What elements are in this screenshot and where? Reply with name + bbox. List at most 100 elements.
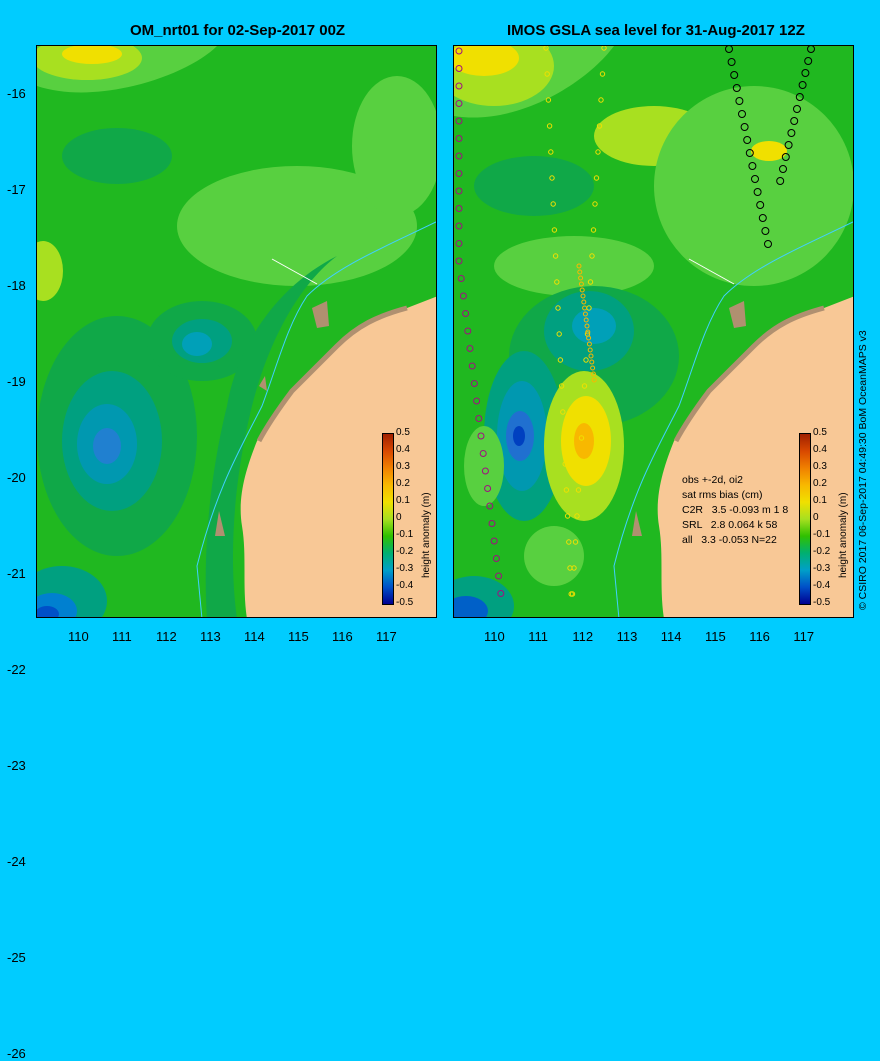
track-marker xyxy=(798,81,807,89)
right-map-title: IMOS GSLA sea level for 31-Aug-2017 12Z xyxy=(507,22,805,39)
left-colorbar-label: 0.5 xyxy=(396,427,410,438)
track-marker xyxy=(740,123,749,131)
track-marker xyxy=(455,187,463,195)
track-marker xyxy=(743,136,752,144)
track-marker xyxy=(455,152,463,160)
track-marker xyxy=(488,520,496,527)
track-marker xyxy=(582,305,588,311)
track-marker xyxy=(578,275,584,281)
track-marker xyxy=(801,69,810,77)
left-colorbar xyxy=(382,433,394,605)
left-x-tick-label: 113 xyxy=(200,629,221,644)
track-marker xyxy=(545,97,552,103)
track-marker xyxy=(562,461,568,467)
y-tick-label: -26 xyxy=(7,1046,26,1061)
right-colorbar-label: 0.2 xyxy=(813,478,827,489)
stats-line: obs +-2d, oi2 xyxy=(682,474,744,486)
track-marker xyxy=(574,513,580,519)
track-marker xyxy=(575,487,582,493)
left-map-title: OM_nrt01 for 02-Sep-2017 00Z xyxy=(130,22,346,39)
track-marker xyxy=(549,175,555,181)
track-marker xyxy=(455,257,463,265)
track-marker xyxy=(497,590,505,597)
y-tick-label: -21 xyxy=(7,566,26,581)
right-colorbar-label: 0 xyxy=(813,512,819,523)
y-tick-label: -16 xyxy=(7,86,26,101)
track-marker xyxy=(586,341,592,347)
track-marker xyxy=(464,327,472,335)
track-marker xyxy=(543,46,549,51)
track-marker xyxy=(455,205,463,212)
track-marker xyxy=(598,97,604,103)
credit-line: © CSIRO 2017 06-Sep-2017 04:49:30 BoM Oc… xyxy=(857,330,869,610)
track-marker xyxy=(735,97,744,105)
track-marker xyxy=(492,555,500,562)
track-marker xyxy=(583,357,589,363)
track-marker xyxy=(560,409,566,415)
track-marker xyxy=(732,84,741,92)
left-x-tick-label: 115 xyxy=(288,629,309,644)
track-marker xyxy=(455,47,463,55)
left-colorbar-label: 0.1 xyxy=(396,495,410,506)
track-marker xyxy=(587,279,594,285)
track-marker xyxy=(588,353,594,359)
right-map-panel[interactable] xyxy=(453,45,854,618)
left-x-tick-label: 114 xyxy=(244,629,265,644)
left-colorbar-label: -0.3 xyxy=(396,563,414,574)
left-x-tick-label: 116 xyxy=(332,629,353,644)
track-marker xyxy=(579,287,585,293)
track-marker xyxy=(593,175,600,181)
track-marker xyxy=(586,335,592,341)
track-marker xyxy=(748,162,757,170)
right-colorbar-label: -0.3 xyxy=(813,563,831,574)
track-marker xyxy=(595,149,601,155)
track-marker xyxy=(546,123,553,129)
left-colorbar-label: 0.3 xyxy=(396,461,410,472)
y-tick-label: -18 xyxy=(7,278,26,293)
right-x-tick-label: 116 xyxy=(749,629,770,644)
track-marker xyxy=(569,591,576,597)
track-marker xyxy=(555,305,561,311)
track-marker xyxy=(745,149,754,157)
track-marker xyxy=(564,513,571,519)
track-marker xyxy=(554,279,560,285)
track-marker xyxy=(758,214,767,222)
track-marker xyxy=(582,311,588,317)
track-marker xyxy=(484,485,492,492)
y-tick-label: -17 xyxy=(7,182,26,197)
track-marker xyxy=(490,537,498,545)
track-marker xyxy=(795,93,804,101)
left-colorbar-label: -0.1 xyxy=(396,529,414,540)
track-marker xyxy=(590,365,596,371)
track-marker xyxy=(577,269,583,275)
track-marker xyxy=(753,188,762,196)
track-marker xyxy=(571,565,577,571)
right-x-tick-label: 112 xyxy=(572,629,594,644)
track-marker xyxy=(486,502,494,510)
track-marker xyxy=(495,572,503,580)
left-colorbar-label: 0 xyxy=(396,512,402,523)
track-marker xyxy=(468,362,476,370)
track-marker xyxy=(556,331,562,337)
track-marker xyxy=(585,329,591,335)
track-marker xyxy=(552,253,559,259)
track-marker xyxy=(457,275,465,282)
track-marker xyxy=(455,117,463,125)
track-marker xyxy=(558,383,565,389)
left-colorbar-label: -0.2 xyxy=(396,546,414,557)
right-x-tick-label: 110 xyxy=(484,629,505,644)
right-colorbar-label: 0.4 xyxy=(813,444,827,455)
left-map-panel[interactable] xyxy=(36,45,437,618)
track-marker xyxy=(590,371,596,377)
y-tick-label: -25 xyxy=(7,950,26,965)
right-x-tick-label: 114 xyxy=(660,629,682,644)
track-marker xyxy=(578,435,585,441)
right-colorbar-label: -0.4 xyxy=(813,580,831,591)
track-marker xyxy=(779,165,787,173)
track-marker xyxy=(790,117,799,125)
track-marker xyxy=(475,415,483,422)
left-colorbar-title: height anomaly (m) xyxy=(421,492,432,578)
track-marker xyxy=(592,201,598,207)
track-marker xyxy=(551,227,558,233)
track-marker xyxy=(576,263,582,269)
